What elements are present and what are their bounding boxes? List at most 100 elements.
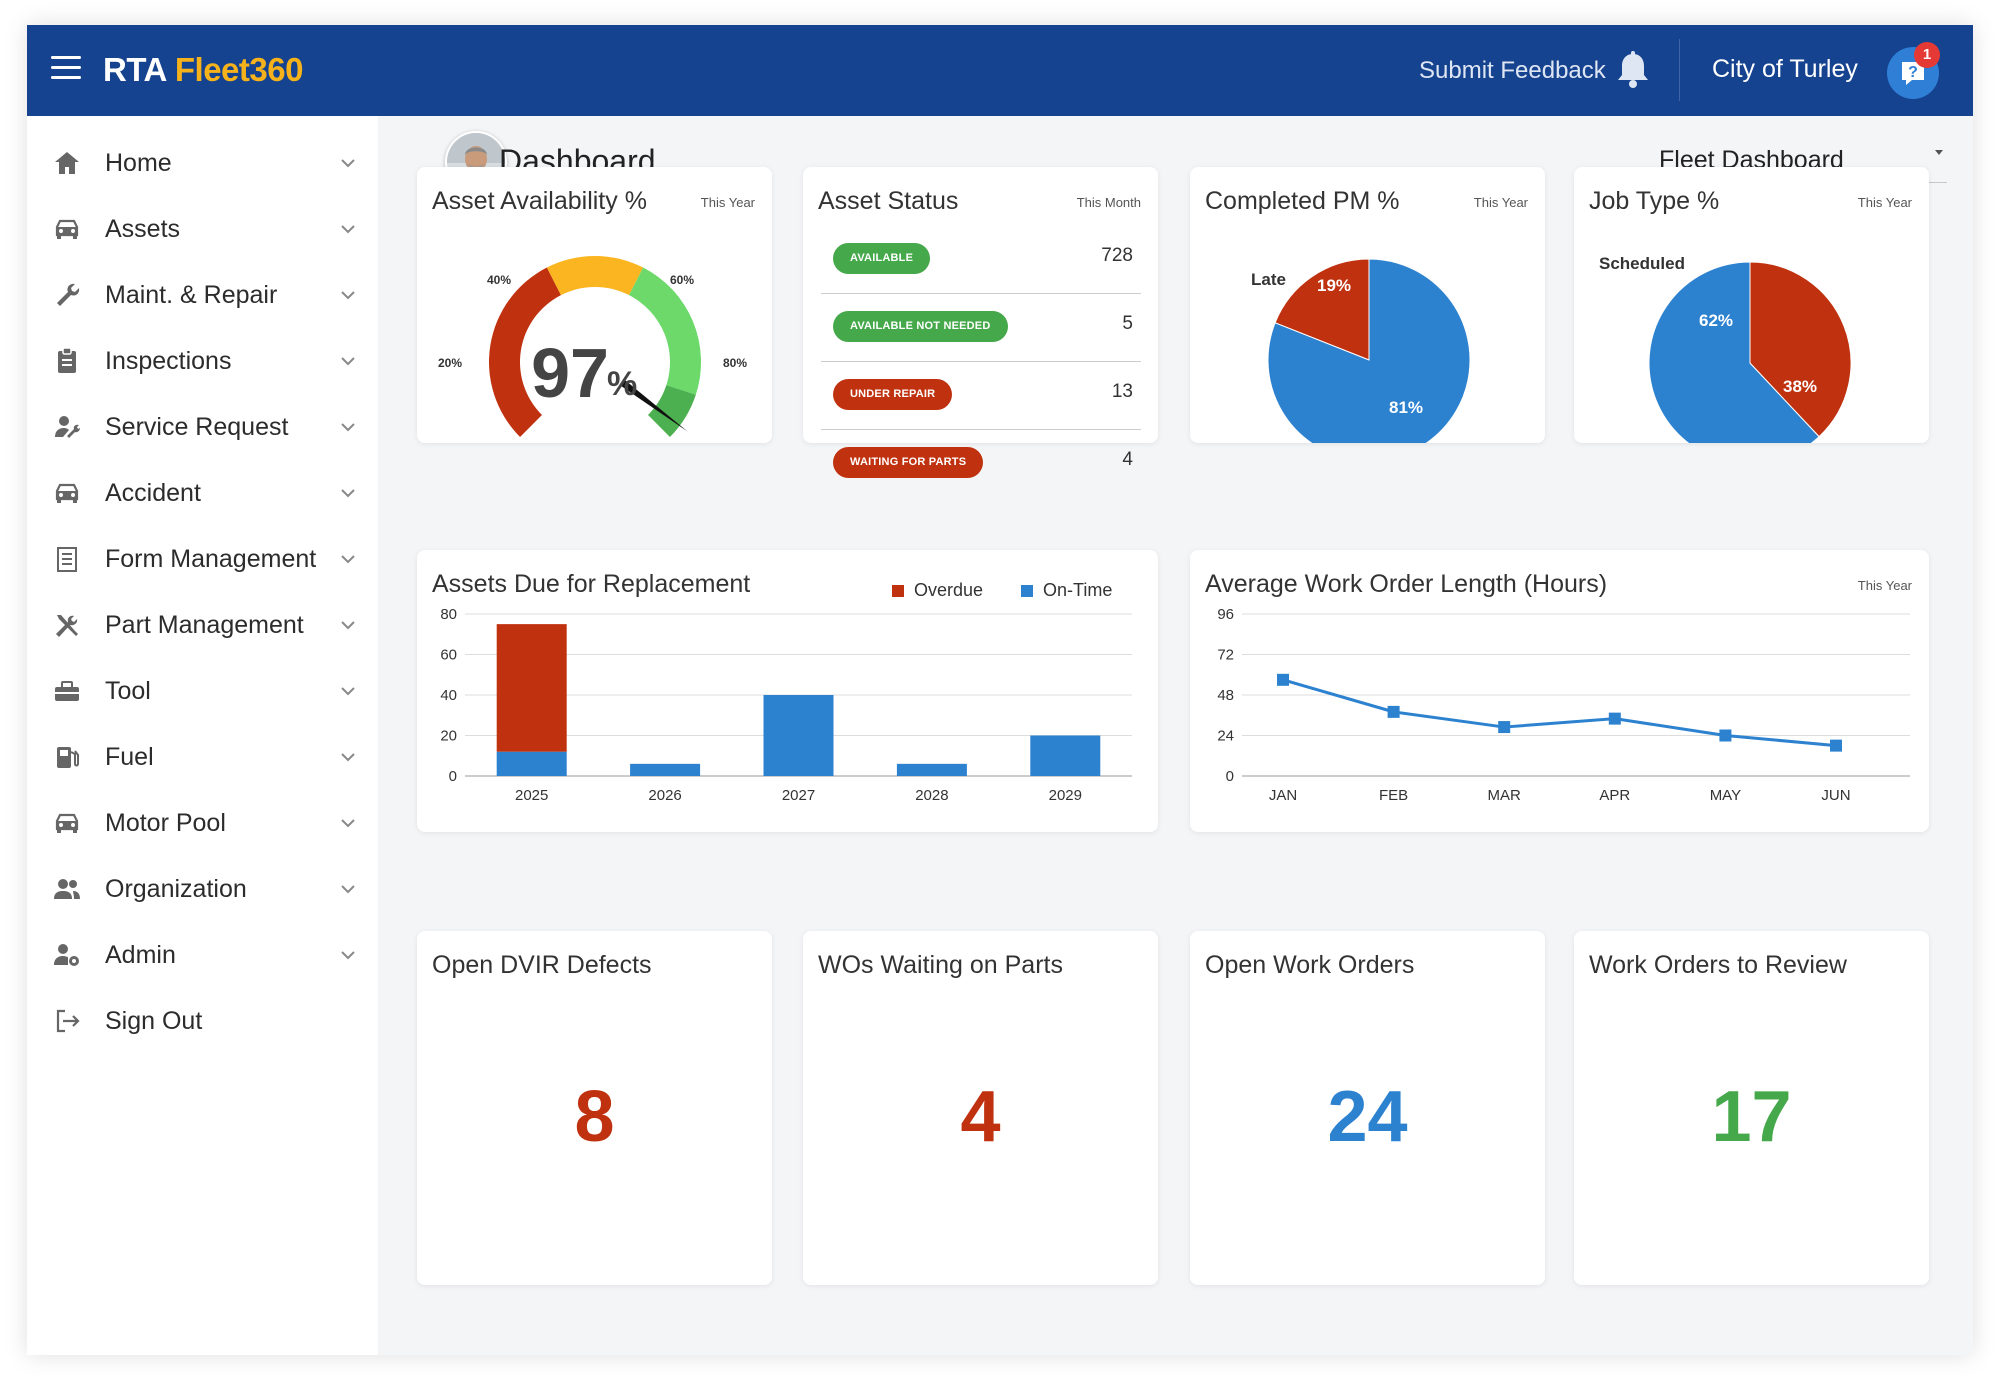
sidebar-item-admin[interactable]: Admin (27, 925, 378, 985)
pie-slice[interactable] (1749, 261, 1852, 438)
card-period: This Year (700, 195, 755, 210)
y-tick-label: 40 (440, 687, 457, 704)
svg-text:?: ? (1908, 64, 1918, 81)
sidebar-item-fuel[interactable]: Fuel (27, 727, 378, 787)
chevron-down-icon[interactable] (340, 683, 356, 696)
chevron-down-icon[interactable] (340, 419, 356, 432)
chevron-down-icon[interactable] (340, 749, 356, 762)
sidebar-item-maint-repair[interactable]: Maint. & Repair (27, 265, 378, 325)
legend-swatch (1021, 585, 1033, 597)
completed-pm-card[interactable]: Completed PM % This Year 19%Late81%On-Ti… (1190, 167, 1545, 443)
x-tick-label: MAY (1710, 787, 1741, 804)
chevron-down-icon[interactable] (340, 155, 356, 168)
bar-overdue[interactable] (496, 624, 567, 752)
line-point[interactable] (1719, 729, 1732, 742)
y-tick-label: 0 (1226, 768, 1234, 785)
submit-feedback-link[interactable]: Submit Feedback (1419, 57, 1606, 84)
status-row[interactable]: UNDER REPAIR 13 (821, 364, 1141, 430)
chevron-down-icon[interactable] (340, 815, 356, 828)
sidebar-item-motor-pool[interactable]: Motor Pool (27, 793, 378, 853)
car-icon (51, 213, 83, 245)
job-type-card[interactable]: Job Type % This Year 62%Scheduled38%UnSc… (1574, 167, 1929, 443)
bar-on-time[interactable] (496, 751, 567, 776)
sidebar-item-label: Service Request (105, 413, 289, 441)
status-row[interactable]: WAITING FOR PARTS 4 (821, 432, 1141, 498)
status-badge: WAITING FOR PARTS (833, 447, 984, 478)
chevron-down-icon[interactable] (340, 617, 356, 630)
asset-availability-card[interactable]: Asset Availability % This Year 0%20%40%6… (417, 167, 772, 443)
organization-name[interactable]: City of Turley (1712, 55, 1858, 83)
x-tick-label: 2026 (648, 787, 681, 804)
x-tick-label: JUN (1821, 787, 1850, 804)
chevron-down-icon[interactable] (340, 947, 356, 960)
bar-on-time[interactable] (630, 763, 701, 776)
kpi-value: 17 (1711, 1077, 1792, 1157)
line-point[interactable] (1830, 739, 1842, 752)
sidebar-item-tool[interactable]: Tool (27, 661, 378, 721)
car-icon (51, 477, 83, 509)
pie-slice-label: 62% (1699, 311, 1733, 330)
sidebar-item-organization[interactable]: Organization (27, 859, 378, 919)
card-title: Open Work Orders (1205, 951, 1415, 979)
card-title: Job Type % (1589, 187, 1720, 215)
toolbox-icon (51, 675, 83, 707)
sidebar-item-assets[interactable]: Assets (27, 199, 378, 259)
line-point[interactable] (1277, 673, 1289, 686)
tools-icon (51, 609, 83, 641)
line-series (1282, 678, 1837, 748)
pie-slice[interactable] (1274, 258, 1370, 361)
line-point[interactable] (1608, 712, 1621, 725)
y-tick-label: 80 (440, 606, 457, 623)
card-period: This Month (1076, 195, 1141, 210)
status-row[interactable]: AVAILABLE NOT NEEDED 5 (821, 296, 1141, 362)
gauge-segment-yellow (546, 256, 644, 296)
sidebar-item-part-management[interactable]: Part Management (27, 595, 378, 655)
line-point[interactable] (1498, 721, 1511, 734)
asset-status-card[interactable]: Asset Status This Month AVAILABLE 728 AVAI… (803, 167, 1158, 478)
logo-rta: RTA (103, 51, 167, 88)
card-period: This Year (1857, 578, 1912, 593)
chevron-down-icon[interactable] (340, 221, 356, 234)
status-row[interactable]: AVAILABLE 728 (821, 228, 1141, 294)
gauge-percent-sign: % (607, 365, 637, 403)
chevron-down-icon[interactable] (340, 485, 356, 498)
pie-slice[interactable] (1267, 258, 1471, 443)
top-bar: RTA Fleet360 Submit Feedback City of Turl… (27, 25, 1973, 116)
bar-on-time[interactable] (763, 695, 834, 776)
bar-on-time[interactable] (896, 763, 967, 776)
open-dvir-defects-card[interactable]: Open DVIR Defects 8 (417, 931, 772, 1285)
avg-work-order-card[interactable]: Average Work Order Length (Hours) This Y… (1190, 550, 1929, 832)
sign-out-icon (51, 1005, 83, 1037)
sidebar-item-sign-out[interactable]: Sign Out (27, 991, 378, 1051)
sidebar-item-home[interactable]: Home (27, 133, 378, 193)
status-count: 728 (1101, 245, 1133, 266)
status-badge: AVAILABLE (833, 243, 931, 274)
pie-slice[interactable] (1648, 261, 1820, 443)
bell-icon[interactable] (1615, 50, 1651, 90)
chevron-down-icon[interactable] (340, 551, 356, 564)
chevron-down-icon[interactable] (340, 353, 356, 366)
legend-label: Overdue (914, 580, 983, 600)
sidebar-item-form-management[interactable]: Form Management (27, 529, 378, 589)
clipboard-icon (51, 345, 83, 377)
sidebar-item-service-request[interactable]: Service Request (27, 397, 378, 457)
card-period: This Year (1857, 195, 1912, 210)
menu-icon[interactable] (51, 56, 81, 80)
app-logo[interactable]: RTA Fleet360 (103, 51, 303, 89)
chevron-down-icon[interactable] (340, 287, 356, 300)
pie-category-label: Scheduled (1599, 254, 1685, 273)
open-work-orders-card[interactable]: Open Work Orders 24 (1190, 931, 1545, 1285)
kpi-value: 24 (1327, 1077, 1408, 1157)
user-wrench-icon (51, 411, 83, 443)
sidebar-item-accident[interactable]: Accident (27, 463, 378, 523)
sidebar-item-label: Home (105, 149, 172, 177)
line-point[interactable] (1387, 705, 1400, 718)
kpi-value: 8 (574, 1077, 615, 1157)
sidebar-item-label: Fuel (105, 743, 154, 771)
wos-waiting-parts-card[interactable]: WOs Waiting on Parts 4 (803, 931, 1158, 1285)
work-orders-review-card[interactable]: Work Orders to Review 17 (1574, 931, 1929, 1285)
bar-on-time[interactable] (1030, 735, 1101, 777)
chevron-down-icon[interactable] (340, 881, 356, 894)
assets-replacement-card[interactable]: Assets Due for Replacement 0 20 40 60 80 2025… (417, 550, 1158, 832)
sidebar-item-inspections[interactable]: Inspections (27, 331, 378, 391)
